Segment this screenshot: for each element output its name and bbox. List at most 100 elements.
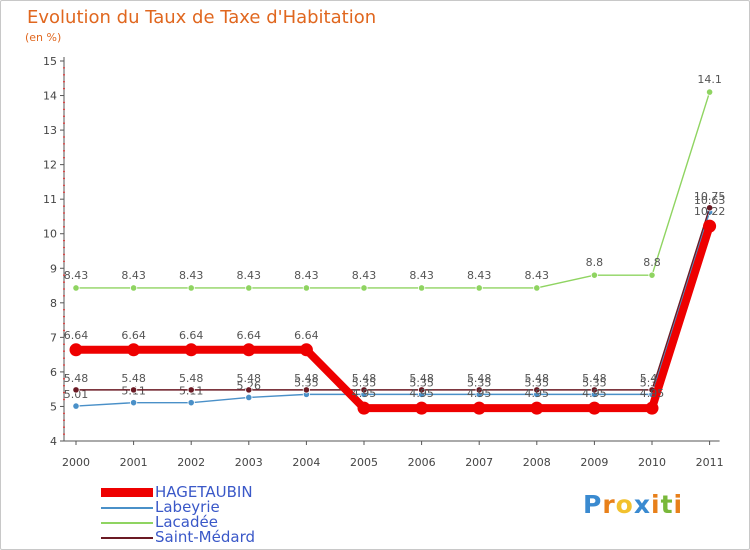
data-point-hagetaubin	[645, 401, 659, 415]
legend-swatch	[101, 507, 153, 509]
x-tick-label: 2011	[696, 456, 724, 469]
data-point-saint-m-dard	[475, 386, 483, 394]
y-tick-label: 11	[43, 193, 57, 206]
data-label-lacad-e: 8.43	[409, 269, 434, 282]
data-point-hagetaubin	[357, 401, 371, 415]
data-point-lacad-e	[590, 271, 599, 279]
data-label-hagetaubin: 6.64	[121, 329, 146, 342]
data-label-labeyrie: 5.35	[467, 376, 492, 389]
y-minor-tick	[63, 87, 65, 90]
chart-unit-label: (en %)	[25, 31, 62, 44]
data-label-hagetaubin: 4.95	[582, 387, 607, 400]
data-point-labeyrie	[72, 402, 80, 410]
data-label-labeyrie: 5.01	[64, 388, 89, 401]
y-minor-tick	[63, 281, 65, 283]
data-point-saint-m-dard	[187, 386, 195, 394]
y-minor-tick	[63, 274, 65, 277]
x-tick-label: 2009	[580, 456, 608, 469]
y-minor-tick	[63, 149, 65, 152]
data-label-hagetaubin: 4.95	[525, 387, 550, 400]
data-label-saint-m-dard: 5.48	[294, 372, 319, 385]
logo-letter: x	[633, 490, 651, 519]
data-point-saint-m-dard	[245, 386, 253, 394]
legend-label: Saint-Médard	[155, 528, 255, 546]
y-minor-tick	[63, 343, 65, 346]
data-point-saint-m-dard	[130, 386, 138, 394]
data-label-saint-m-dard: 5.48	[64, 372, 89, 385]
x-tick-label: 2002	[177, 456, 205, 469]
y-minor-tick	[63, 184, 65, 187]
data-label-labeyrie: 5.35	[525, 376, 550, 389]
y-minor-tick	[63, 426, 65, 429]
y-minor-tick	[63, 212, 65, 214]
y-tick-label: 10	[43, 228, 57, 241]
data-point-hagetaubin	[587, 401, 601, 415]
data-label-labeyrie: 10.63	[694, 194, 726, 207]
data-label-labeyrie: 5.35	[294, 376, 319, 389]
y-minor-tick	[63, 433, 65, 435]
y-minor-tick	[63, 315, 65, 318]
y-tick-label: 4	[50, 435, 57, 448]
data-point-lacad-e	[705, 88, 714, 96]
y-minor-tick	[63, 219, 65, 221]
data-point-hagetaubin	[472, 401, 486, 415]
x-tick-label: 2001	[120, 456, 148, 469]
y-minor-tick	[63, 322, 65, 325]
y-minor-tick	[63, 246, 65, 249]
y-minor-tick	[63, 108, 65, 111]
data-point-hagetaubin	[299, 343, 313, 357]
data-label-hagetaubin: 6.64	[237, 329, 262, 342]
data-point-lacad-e	[533, 284, 541, 292]
y-tick-label: 6	[50, 366, 57, 379]
data-point-saint-m-dard	[360, 386, 368, 394]
y-minor-tick	[63, 364, 65, 366]
data-point-lacad-e	[648, 271, 656, 279]
y-minor-tick	[63, 329, 65, 332]
data-label-labeyrie: 5.35	[352, 376, 377, 389]
y-minor-tick	[63, 156, 65, 159]
y-minor-tick	[63, 357, 65, 359]
y-minor-tick	[63, 170, 65, 173]
data-label-hagetaubin: 6.64	[179, 329, 204, 342]
y-minor-tick	[63, 67, 65, 69]
y-minor-tick	[63, 308, 65, 311]
y-tick-label: 13	[43, 124, 57, 137]
data-point-saint-m-dard	[533, 386, 541, 394]
y-tick-label: 5	[50, 400, 57, 413]
data-label-hagetaubin: 6.64	[64, 329, 89, 342]
y-minor-tick	[63, 191, 65, 194]
x-tick-label: 2004	[292, 456, 320, 469]
y-minor-tick	[63, 122, 65, 125]
logo-letter: i	[673, 490, 684, 519]
y-tick-label: 14	[43, 90, 57, 103]
chart-title: Evolution du Taux de Taxe d'Habitation	[27, 7, 377, 28]
data-label-saint-m-dard: 5.48	[525, 372, 550, 385]
x-tick-label: 2003	[235, 456, 263, 469]
logo-letter: P	[583, 490, 603, 519]
data-label-lacad-e: 8.43	[121, 269, 146, 282]
data-point-lacad-e	[187, 284, 195, 292]
x-tick-label: 2010	[638, 456, 666, 469]
data-label-saint-m-dard: 5.48	[179, 372, 204, 385]
y-tick-label: 8	[50, 297, 57, 310]
data-point-hagetaubin	[703, 219, 717, 233]
data-point-hagetaubin	[415, 401, 429, 415]
data-point-lacad-e	[475, 284, 483, 292]
data-point-hagetaubin	[127, 343, 141, 357]
data-point-lacad-e	[245, 284, 253, 292]
data-label-labeyrie: 5.35	[409, 376, 434, 389]
y-minor-tick	[63, 80, 65, 83]
y-minor-tick	[63, 136, 65, 138]
data-label-saint-m-dard: 5.48	[121, 372, 146, 385]
y-minor-tick	[63, 205, 65, 207]
data-label-hagetaubin: 10.22	[694, 205, 726, 218]
data-point-hagetaubin	[69, 343, 83, 357]
data-label-hagetaubin: 4.95	[352, 387, 377, 400]
y-minor-tick	[63, 384, 65, 387]
y-minor-tick	[63, 177, 65, 180]
data-point-saint-m-dard	[302, 386, 310, 394]
data-point-lacad-e	[72, 284, 80, 292]
data-point-saint-m-dard	[590, 386, 599, 394]
y-minor-tick	[63, 143, 65, 145]
